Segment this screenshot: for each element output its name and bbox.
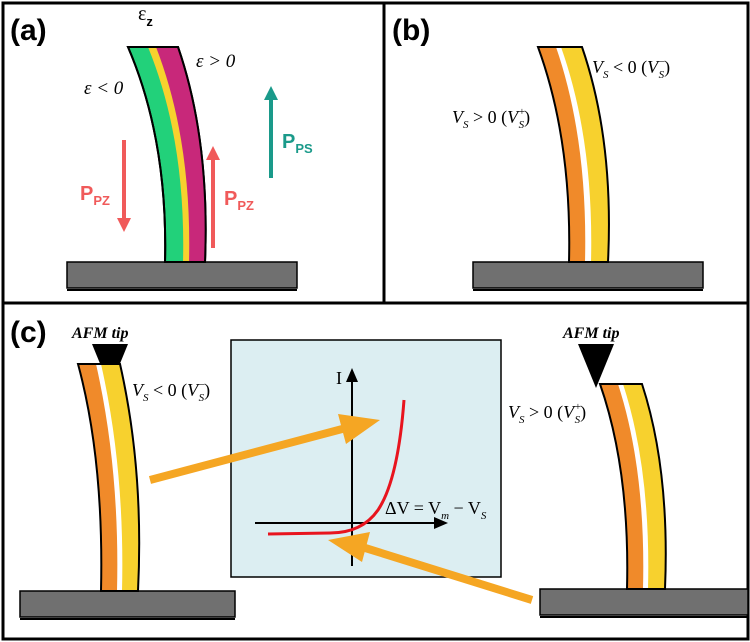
strain-negative-label: ε < 0: [84, 78, 124, 99]
substrate-c-right: [539, 588, 749, 616]
iv-curve: [267, 399, 406, 536]
substrate-b: [472, 261, 704, 289]
nanowire-b: [536, 46, 610, 263]
orange-arrow-left: [148, 414, 380, 484]
vs-positive-label-c: VS > 0 (V+ S): [508, 401, 586, 426]
afm-tip-label-right: AFM tip: [562, 325, 619, 342]
vs-negative-label-c: VS < 0 (V− S): [132, 379, 210, 404]
orange-arrow-right: [328, 532, 534, 604]
iv-x-equation: ΔV = Vm − VS: [385, 498, 487, 522]
vs-positive-label-b: VS > 0 (V+ S): [452, 106, 530, 131]
strain-z-label: εz: [138, 3, 153, 29]
strain-positive-label: ε > 0: [196, 51, 236, 72]
nanowire-c-left: [76, 363, 141, 592]
panel-a-label: (a): [10, 14, 47, 47]
pps-label: PPS: [282, 131, 313, 156]
ppz-label-left: PPZ: [80, 183, 110, 208]
substrate-c-left: [19, 590, 236, 618]
substrate-a: [66, 261, 298, 289]
panel-c-border: [1, 301, 750, 641]
nanowire-c-right: [598, 383, 667, 590]
nanowire-a: [126, 46, 207, 263]
panel-b-label: (b): [392, 14, 430, 47]
afm-tip-label-left: AFM tip: [71, 325, 128, 342]
ppz-label-right: PPZ: [224, 188, 254, 213]
panel-c-label: (c): [10, 316, 47, 349]
vs-negative-label-b: VS < 0 (V− S): [592, 56, 670, 81]
iv-y-label: I: [336, 368, 342, 388]
afm-tip-right-icon: [578, 344, 614, 388]
